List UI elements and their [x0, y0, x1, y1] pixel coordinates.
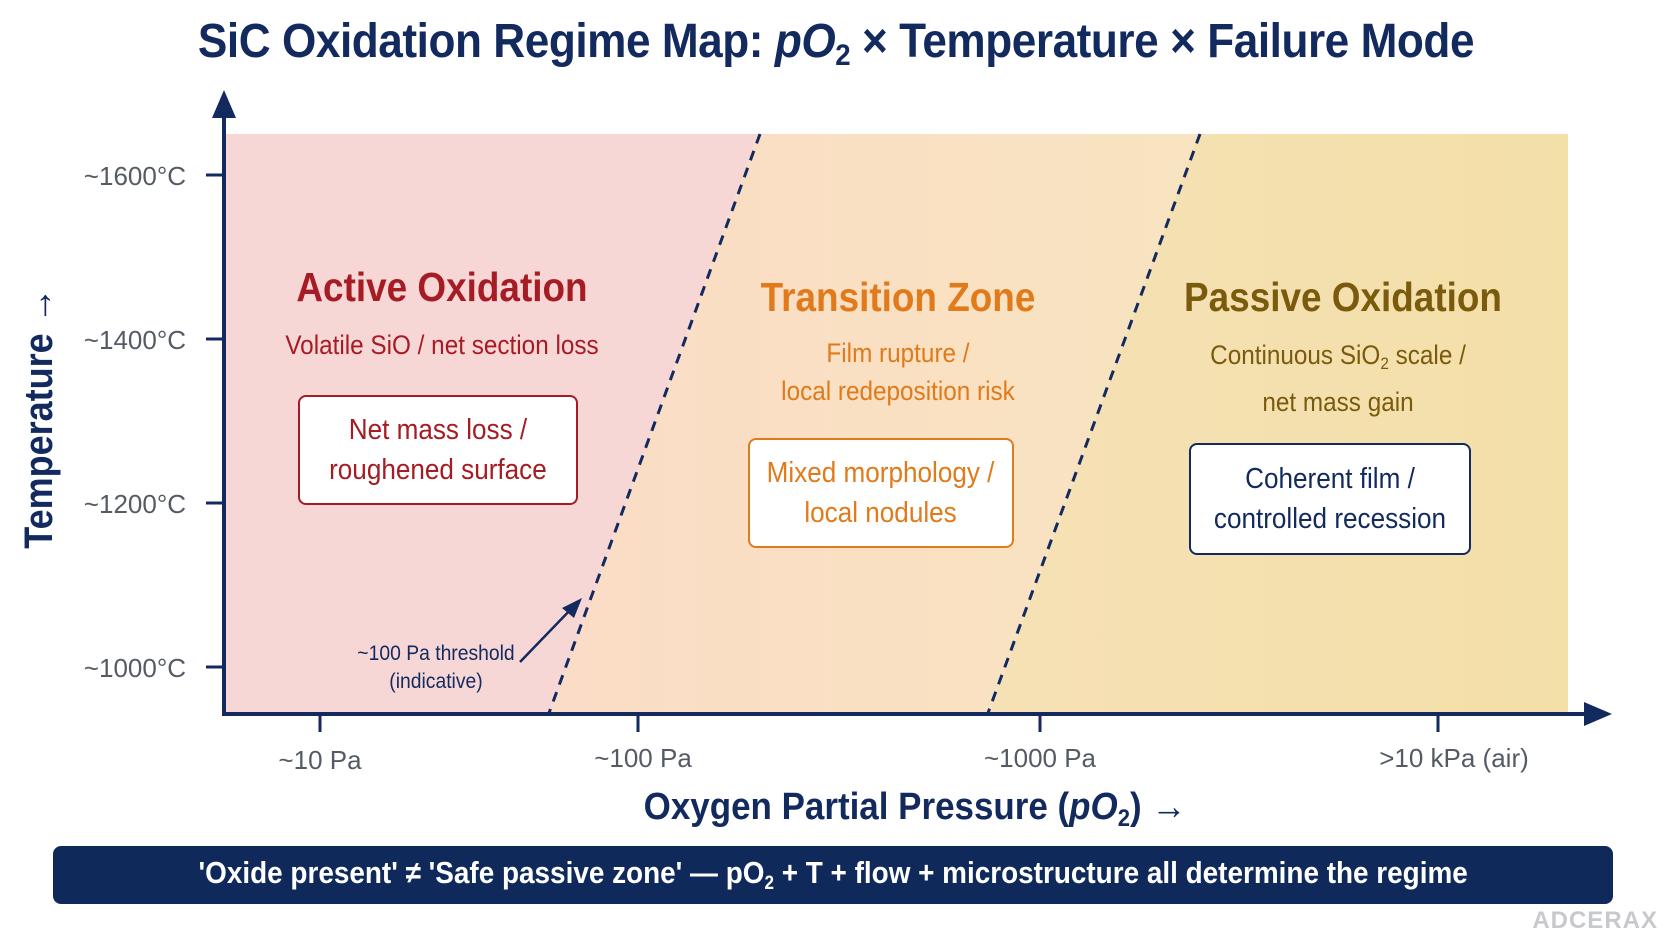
passive-zone-subtitle: Continuous SiO2 scale / net mass gain — [1210, 340, 1466, 417]
y-tick-label: ~1200°C — [84, 489, 186, 519]
x-ticks — [318, 714, 1440, 732]
active-zone-box: Net mass loss / roughened surface — [298, 395, 578, 505]
transition-zone-box: Mixed morphology / local nodules — [748, 438, 1014, 548]
x-axis-label: Oxygen Partial Pressure (pO2) → — [643, 786, 1187, 832]
passive-zone-region — [990, 134, 1568, 713]
transition-zone-title: Transition Zone — [760, 274, 1036, 320]
active-zone-title: Active Oxidation — [296, 264, 588, 310]
y-axis-label: Temperature → — [17, 287, 61, 548]
threshold-arrowhead — [562, 598, 582, 618]
transition-zone-region — [551, 134, 1198, 713]
transition-passive-boundary — [986, 133, 1202, 714]
y-ticks — [206, 173, 224, 669]
page-title: SiC Oxidation Regime Map: pO2 × Temperat… — [197, 15, 1475, 72]
transition-zone-subtitle: Film rupture / local redeposition risk — [781, 338, 1015, 406]
active-transition-boundary — [547, 133, 762, 714]
x-tick-label: ~10 Pa — [278, 745, 362, 775]
threshold-annotation: ~100 Pa threshold (indicative) — [357, 642, 515, 693]
y-axis-arrow — [212, 90, 236, 118]
passive-zone-title: Passive Oxidation — [1184, 274, 1502, 320]
x-tick-label: ~1000 Pa — [984, 743, 1097, 773]
y-tick-label: ~1000°C — [84, 653, 186, 683]
x-axis-arrow — [1584, 702, 1612, 726]
x-tick-label: ~100 Pa — [594, 743, 692, 773]
summary-banner: 'Oxide present' ≠ 'Safe passive zone' — … — [53, 846, 1613, 904]
y-tick-label: ~1600°C — [84, 161, 186, 191]
brand-watermark: ADCERAX — [1532, 907, 1658, 934]
passive-zone-box: Coherent film / controlled recession — [1189, 443, 1471, 555]
x-tick-label: >10 kPa (air) — [1379, 743, 1529, 773]
active-zone-subtitle: Volatile SiO / net section loss — [285, 330, 599, 360]
y-tick-label: ~1400°C — [84, 325, 186, 355]
threshold-arrow — [519, 605, 575, 663]
